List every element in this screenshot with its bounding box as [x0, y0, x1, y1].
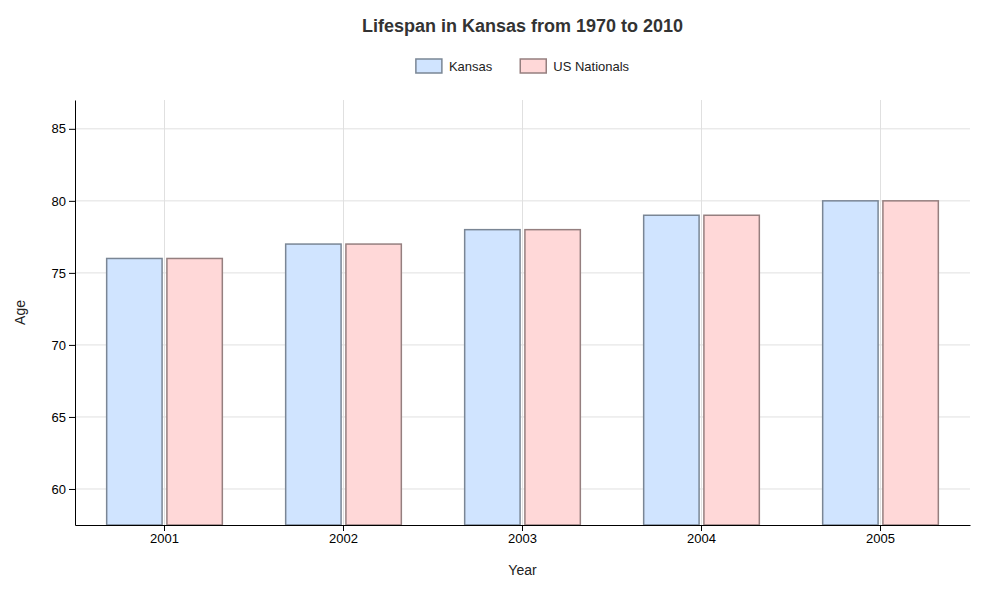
y-tick: 80 [52, 194, 75, 209]
chart-title: Lifespan in Kansas from 1970 to 2010 [362, 16, 683, 36]
x-tick: 2002 [329, 525, 358, 546]
legend-label: Kansas [449, 59, 493, 74]
legend-label: US Nationals [553, 59, 629, 74]
legend-swatch [416, 59, 442, 73]
bar [644, 215, 699, 525]
grid [75, 100, 970, 525]
y-axis-title: Age [12, 300, 28, 325]
chart: 2001 2002 2003 2004 2005 60 65 70 75 80 85 Year Age L… [0, 0, 1000, 600]
bar [883, 201, 938, 525]
legend-swatch [520, 59, 546, 73]
bar [107, 258, 162, 525]
x-tick-label: 2002 [329, 531, 358, 546]
y-tick: 60 [52, 482, 75, 497]
legend-item: US Nationals [520, 59, 629, 74]
y-tick-mark [69, 129, 75, 130]
y-axis: 60 65 70 75 80 85 [52, 101, 76, 526]
grid-line-x [880, 100, 881, 525]
y-tick-label: 75 [52, 266, 66, 281]
x-tick-mark [164, 525, 165, 531]
legend-item: Kansas [416, 59, 493, 74]
x-axis: 2001 2002 2003 2004 2005 [76, 525, 971, 546]
y-axis-line [75, 101, 76, 526]
bar [346, 244, 401, 525]
grid-line-x [522, 100, 523, 525]
y-tick: 85 [52, 121, 75, 136]
x-tick: 2005 [866, 525, 895, 546]
y-tick: 65 [52, 410, 75, 425]
legend: Kansas US Nationals [416, 59, 630, 74]
x-tick: 2003 [508, 525, 537, 546]
y-tick-mark [69, 201, 75, 202]
x-tick-mark [522, 525, 523, 531]
x-tick: 2004 [687, 525, 716, 546]
chart-container: 2001 2002 2003 2004 2005 60 65 70 75 80 85 Year Age L… [0, 0, 1000, 600]
x-tick-label: 2003 [508, 531, 537, 546]
x-tick-mark [701, 525, 702, 531]
bar [167, 258, 222, 525]
y-tick-mark [69, 417, 75, 418]
x-tick-mark [343, 525, 344, 531]
bar [823, 201, 878, 525]
y-tick: 75 [52, 266, 75, 281]
y-tick-mark [69, 345, 75, 346]
bar [465, 230, 520, 525]
grid-line-x [701, 100, 702, 525]
x-tick-label: 2004 [687, 531, 716, 546]
y-tick-label: 60 [52, 482, 66, 497]
grid-line-x [343, 100, 344, 525]
y-tick-label: 80 [52, 194, 66, 209]
y-tick-mark [69, 273, 75, 274]
bar [286, 244, 341, 525]
x-tick: 2001 [150, 525, 179, 546]
bar [704, 215, 759, 525]
bar [525, 230, 580, 525]
bars [107, 201, 939, 525]
y-tick-label: 65 [52, 410, 66, 425]
x-axis-title: Year [508, 562, 537, 578]
x-tick-label: 2005 [866, 531, 895, 546]
x-tick-mark [880, 525, 881, 531]
y-tick: 70 [52, 338, 75, 353]
y-tick-label: 70 [52, 338, 66, 353]
x-tick-label: 2001 [150, 531, 179, 546]
y-tick-label: 85 [52, 121, 66, 136]
grid-line-x [164, 100, 165, 525]
y-tick-mark [69, 489, 75, 490]
